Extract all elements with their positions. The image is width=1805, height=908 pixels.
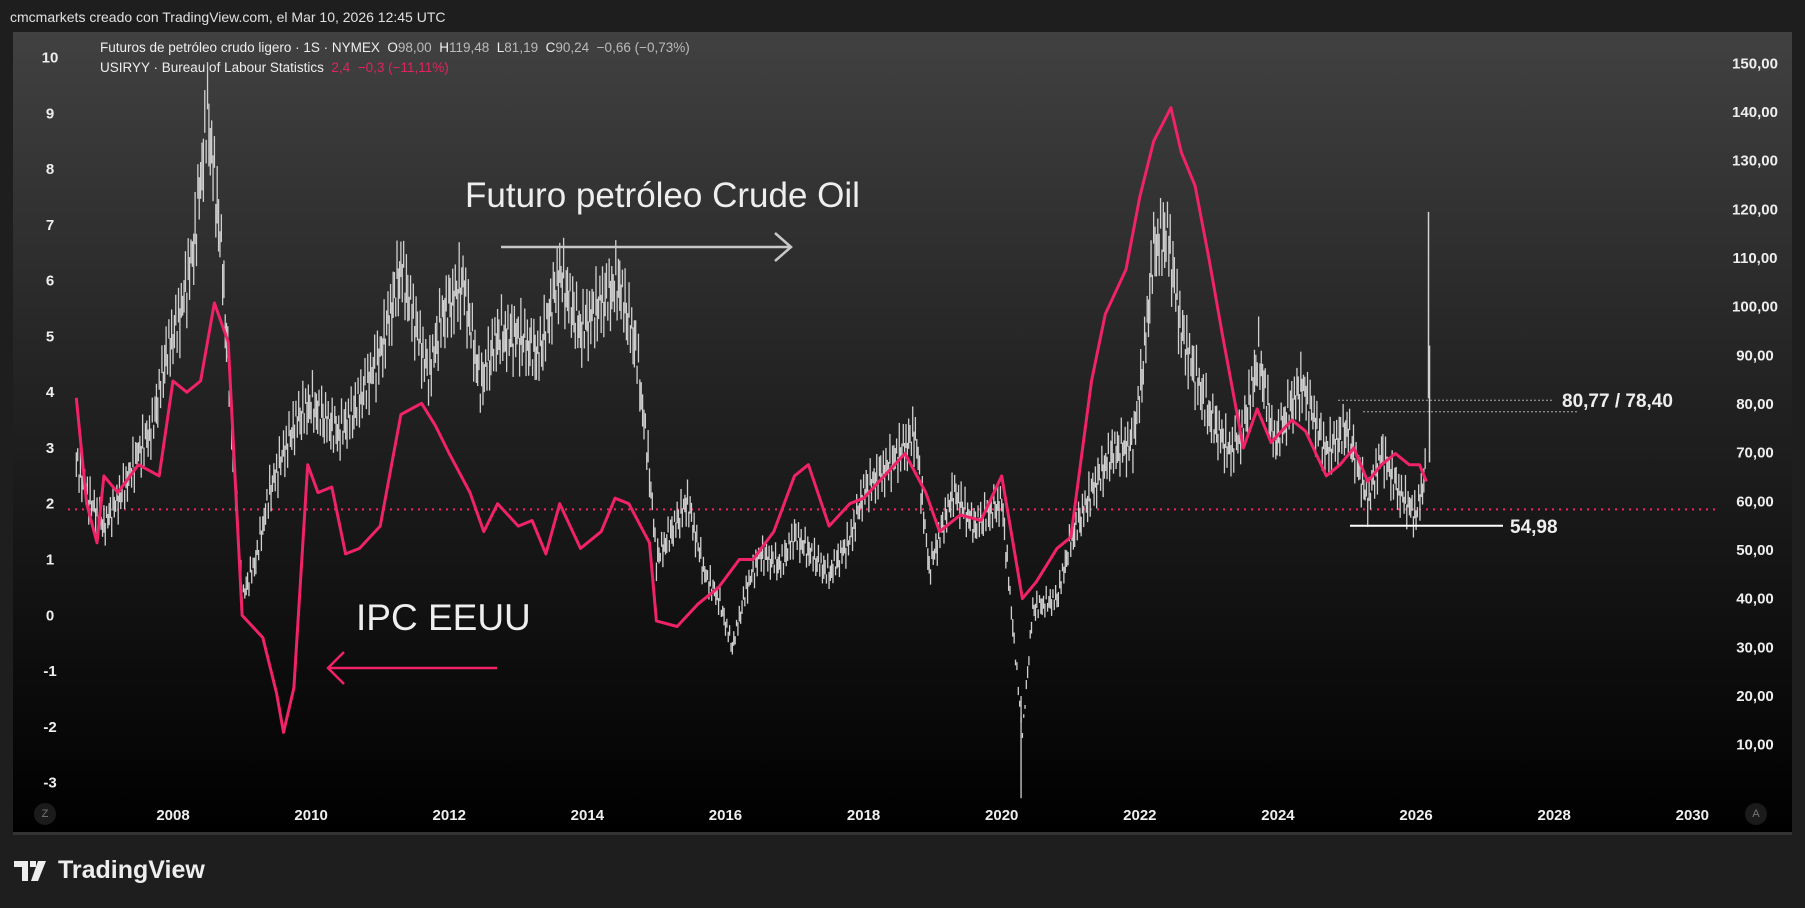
- price-level-label-low: 54,98: [1510, 517, 1558, 538]
- left-axis-tick-label: -1: [43, 663, 56, 680]
- low-value: 81,19: [504, 40, 539, 55]
- auto-scale-button[interactable]: A: [1745, 803, 1767, 825]
- chart-canvas[interactable]: 2008 2010 2012 2014 2016 2018 2020 2022 2024 2026…: [13, 32, 1792, 832]
- right-axis-tick-label: 100,00: [1732, 299, 1778, 316]
- left-axis-tick-label: 8: [46, 161, 54, 178]
- price-level-label-high: 80,77 / 78,40: [1562, 391, 1673, 412]
- tradingview-logo-icon: [14, 860, 46, 881]
- cpi-line: [74, 106, 1428, 734]
- close-value: 90,24: [555, 40, 590, 55]
- cpi-value: 2,4: [331, 60, 351, 75]
- right-axis-tick-label: 90,00: [1736, 347, 1774, 364]
- right-axis-tick-label: 110,00: [1732, 250, 1777, 267]
- right-axis-tick-label: 50,00: [1736, 542, 1774, 559]
- left-axis-tick-label: 0: [46, 607, 54, 624]
- x-tick-label: 2024: [1261, 807, 1295, 824]
- x-tick-label: 2012: [433, 807, 466, 824]
- left-axis-tick-label: 6: [46, 273, 54, 290]
- high-value: 119,48: [448, 40, 490, 55]
- left-axis-tick-label: 1: [46, 552, 54, 569]
- legend-oil: Futuros de petróleo crudo ligero · 1S · …: [100, 40, 690, 55]
- right-axis-tick-label: 80,00: [1736, 396, 1774, 413]
- arrow-left-icon: [326, 651, 497, 685]
- oil-series: [75, 62, 1431, 799]
- right-axis-tick-label: 10,00: [1736, 737, 1774, 754]
- zoom-reset-button[interactable]: Z: [34, 803, 56, 825]
- left-axis-tick-label: 5: [46, 328, 54, 345]
- right-axis-tick-label: 60,00: [1736, 493, 1774, 510]
- right-axis-tick-label: 30,00: [1736, 639, 1774, 656]
- x-tick-label: 2022: [1123, 807, 1156, 824]
- legend-cpi-name: USIRYY · Bureau of Labour Statistics: [100, 60, 324, 75]
- legend-oil-name: Futuros de petróleo crudo ligero · 1S · …: [100, 40, 380, 55]
- x-tick-label: 2028: [1538, 807, 1571, 824]
- cpi-change: −0,3 (−11,11%): [357, 60, 449, 75]
- left-axis-tick-label: -2: [43, 719, 56, 736]
- change-value: −0,66 (−0,73%): [596, 40, 690, 55]
- open-label: O: [387, 40, 398, 55]
- cpi-annotation-text: IPC EEUU: [356, 597, 531, 638]
- right-axis-tick-label: 130,00: [1732, 153, 1778, 170]
- x-tick-label: 2018: [847, 807, 880, 824]
- x-tick-label: 2016: [709, 807, 742, 824]
- legend-cpi: USIRYY · Bureau of Labour Statistics 2,4…: [100, 60, 449, 75]
- tradingview-logo-text: TradingView: [58, 856, 205, 884]
- x-tick-label: 2010: [294, 807, 327, 824]
- left-axis-tick-label: -3: [43, 775, 56, 792]
- left-axis-tick-label: 3: [46, 440, 54, 457]
- open-value: 98,00: [397, 40, 432, 55]
- tradingview-logo[interactable]: TradingView: [14, 856, 205, 885]
- left-axis-tick-label: 4: [46, 384, 55, 401]
- close-label: C: [545, 40, 556, 55]
- right-axis-tick-label: 120,00: [1732, 201, 1778, 218]
- high-label: H: [439, 40, 449, 55]
- chart-panel[interactable]: 2008 2010 2012 2014 2016 2018 2020 2022 2024 2026…: [13, 32, 1792, 835]
- oil-annotation-text: Futuro petróleo Crude Oil: [465, 176, 860, 215]
- x-tick-label: 2026: [1399, 807, 1432, 824]
- x-tick-label: 2030: [1676, 807, 1709, 824]
- right-axis-tick-label: 20,00: [1736, 688, 1774, 705]
- right-axis-tick-label: 40,00: [1736, 591, 1774, 608]
- right-axis-tick-label: 70,00: [1736, 445, 1774, 462]
- left-axis-tick-label: 2: [46, 496, 54, 513]
- right-axis-tick-label: 140,00: [1732, 104, 1778, 121]
- chart-credit: cmcmarkets creado con TradingView.com, e…: [10, 9, 446, 25]
- x-tick-label: 2008: [156, 807, 189, 824]
- left-axis-tick-label: 10: [42, 50, 59, 67]
- left-axis-tick-label: 7: [46, 217, 54, 234]
- low-label: L: [496, 40, 505, 55]
- arrow-right-icon: [501, 232, 793, 262]
- left-axis-tick-label: 9: [46, 105, 54, 122]
- x-tick-label: 2020: [985, 807, 1018, 824]
- x-tick-label: 2014: [571, 807, 605, 824]
- right-axis-tick-label: 150,00: [1732, 55, 1778, 72]
